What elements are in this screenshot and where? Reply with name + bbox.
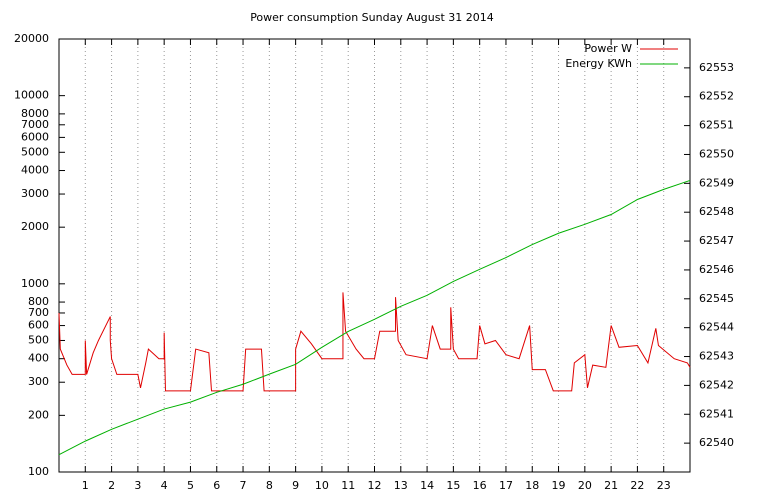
y-tick-label: 3000 [21, 187, 49, 200]
legend-label: Energy KWh [565, 57, 632, 70]
y2-tick-label: 62553 [699, 61, 734, 74]
y2-tick-label: 62540 [699, 436, 734, 449]
y2-tick-label: 62541 [699, 407, 734, 420]
y-tick-label: 200 [28, 408, 49, 421]
x-tick-label: 5 [187, 479, 194, 492]
y-tick-label: 5000 [21, 145, 49, 158]
y-tick-label: 600 [28, 319, 49, 332]
y2-tick-label: 62551 [699, 119, 734, 132]
data-line [58, 179, 691, 456]
y-tick-label: 400 [28, 352, 49, 365]
x-tick-label: 1 [82, 479, 89, 492]
y2-tick-label: 62543 [699, 350, 734, 363]
x-tick-label: 23 [657, 479, 671, 492]
x-tick-label: 21 [604, 479, 618, 492]
x-tick-label: 11 [341, 479, 355, 492]
x-tick-label: 3 [134, 479, 141, 492]
y-tick-label: 100 [28, 465, 49, 478]
x-tick-label: 9 [292, 479, 299, 492]
y2-tick-label: 62542 [699, 378, 734, 391]
y2-tick-label: 62552 [699, 90, 734, 103]
x-tick-label: 2 [108, 479, 115, 492]
y-tick-label: 10000 [14, 89, 49, 102]
x-tick-label: 8 [266, 479, 273, 492]
y-tick-label: 300 [28, 375, 49, 388]
y2-tick-label: 62550 [699, 147, 734, 160]
x-tick-label: 6 [213, 479, 220, 492]
x-tick-label: 18 [525, 479, 539, 492]
x-tick-label: 19 [552, 479, 566, 492]
y2-tick-label: 62544 [699, 321, 734, 334]
y2-tick-label: 62545 [699, 292, 734, 305]
x-tick-label: 4 [161, 479, 168, 492]
x-tick-label: 15 [446, 479, 460, 492]
y-tick-label: 500 [28, 333, 49, 346]
x-tick-label: 13 [394, 479, 408, 492]
legend-label: Power W [584, 42, 632, 55]
y2-tick-label: 62547 [699, 234, 734, 247]
x-tick-label: 20 [578, 479, 592, 492]
x-tick-label: 16 [473, 479, 487, 492]
chart-title: Power consumption Sunday August 31 2014 [250, 11, 494, 24]
y-tick-label: 4000 [21, 164, 49, 177]
y-tick-label: 8000 [21, 107, 49, 120]
y-tick-label: 7000 [21, 118, 49, 131]
x-tick-label: 10 [315, 479, 329, 492]
y-tick-label: 1000 [21, 277, 49, 290]
x-tick-label: 7 [240, 479, 247, 492]
y2-tick-label: 62548 [699, 205, 734, 218]
y-tick-label: 700 [28, 306, 49, 319]
plot-frame [58, 38, 691, 473]
x-tick-label: 14 [420, 479, 434, 492]
y2-tick-label: 62549 [699, 176, 734, 189]
x-tick-label: 22 [630, 479, 644, 492]
y-tick-label: 6000 [21, 130, 49, 143]
y2-tick-label: 62546 [699, 263, 734, 276]
x-tick-label: 17 [499, 479, 513, 492]
y-tick-label: 2000 [21, 220, 49, 233]
data-line [58, 292, 691, 392]
x-tick-label: 12 [368, 479, 382, 492]
y-tick-label: 800 [28, 295, 49, 308]
y-tick-label: 20000 [14, 32, 49, 45]
